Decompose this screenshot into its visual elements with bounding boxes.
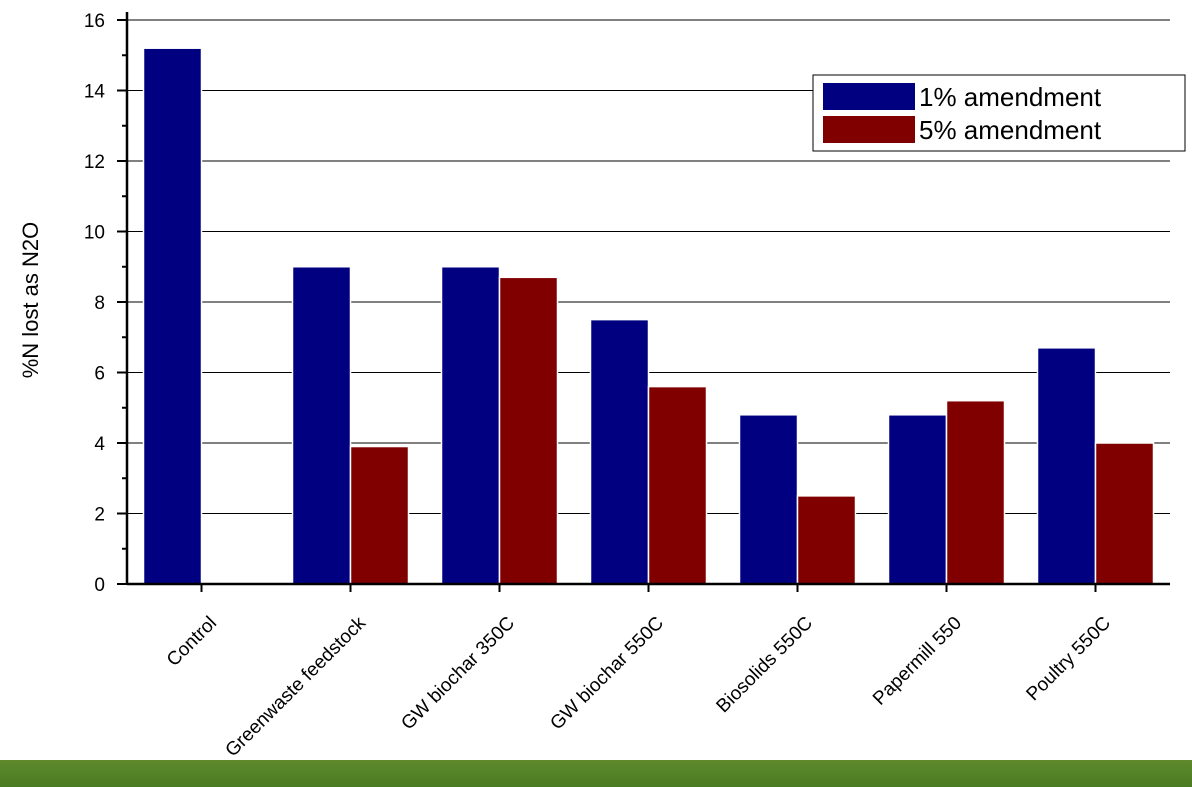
- bar-series1: [1036, 347, 1097, 585]
- legend-swatch: [823, 116, 915, 143]
- bar-series1: [887, 414, 948, 585]
- bar-series2: [1094, 442, 1155, 585]
- bars: [142, 47, 1155, 585]
- x-tick-label: GW biochar 350C: [397, 613, 519, 735]
- y-tick-label: 16: [84, 11, 105, 32]
- bar-series1: [738, 414, 799, 585]
- bar-series1: [142, 47, 203, 585]
- x-tick-label: GW biochar 550C: [546, 613, 668, 735]
- legend-label: 5% amendment: [919, 115, 1102, 145]
- legend-label: 1% amendment: [919, 82, 1102, 112]
- x-tick-label: Biosolids 550C: [713, 613, 817, 717]
- legend-swatch: [823, 83, 915, 110]
- x-tick-label: Greenwaste feedstock: [222, 612, 371, 761]
- x-tick-labels: Control Greenwaste feedstock GW biochar 35…: [163, 612, 1115, 761]
- bar-series2: [796, 495, 857, 585]
- y-tick-label: 8: [94, 293, 105, 314]
- axes: [117, 12, 1170, 592]
- footer-bar: [0, 760, 1192, 787]
- x-tick-label: Control: [163, 613, 221, 671]
- y-tick-label: 2: [94, 505, 105, 526]
- bar-series1: [291, 266, 352, 585]
- bar-series1: [440, 266, 501, 585]
- bar-series2: [647, 385, 708, 585]
- bar-series2: [945, 399, 1006, 585]
- y-tick-label: 4: [94, 434, 105, 455]
- bar-series2: [498, 276, 559, 585]
- y-tick-labels: 0 2 4 6 8 10 12 14 16: [84, 11, 106, 596]
- y-tick-label: 10: [84, 223, 105, 244]
- x-tick-label: Poultry 550C: [1023, 613, 1116, 706]
- y-tick-label: 6: [94, 364, 105, 385]
- y-tick-label: 12: [84, 152, 105, 173]
- bar-series1: [589, 318, 650, 585]
- y-axis-label: %N lost as N2O: [18, 222, 43, 379]
- y-tick-label: 14: [84, 82, 106, 103]
- x-tick-label: Papermill 550: [869, 613, 966, 710]
- y-tick-label: 0: [94, 575, 105, 596]
- bar-series2: [349, 445, 410, 585]
